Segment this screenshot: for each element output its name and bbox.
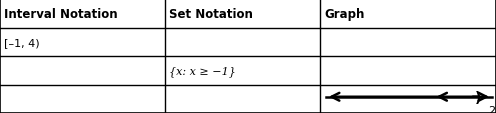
Text: Interval Notation: Interval Notation [4, 8, 118, 21]
Text: [–1, 4): [–1, 4) [4, 37, 40, 47]
Text: Graph: Graph [324, 8, 365, 21]
Text: ): ) [475, 90, 481, 104]
Text: 2: 2 [489, 105, 496, 113]
Text: {x: x ≥ −1}: {x: x ≥ −1} [169, 65, 236, 76]
Text: Set Notation: Set Notation [169, 8, 253, 21]
